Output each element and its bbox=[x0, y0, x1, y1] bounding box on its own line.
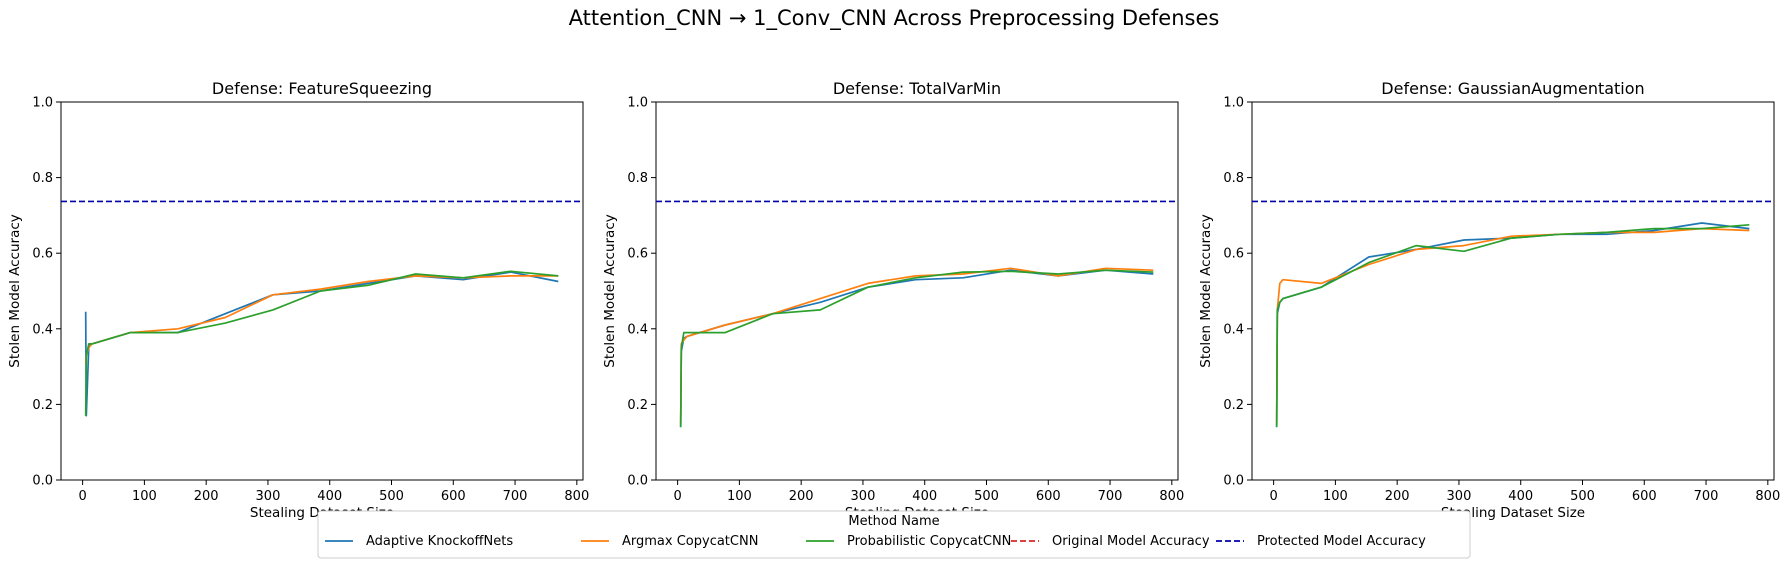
series-line-adaptive-knockoffnets bbox=[1275, 222, 1750, 428]
y-tick-label: 0.6 bbox=[32, 247, 53, 262]
x-tick-label: 700 bbox=[503, 489, 528, 504]
legend-label: Original Model Accuracy bbox=[1052, 534, 1210, 549]
series-line-argmax-copycatcnn bbox=[679, 267, 1154, 424]
series-line-probabilistic-copycatcnn bbox=[1275, 223, 1750, 428]
x-tick-label: 700 bbox=[1694, 489, 1719, 504]
x-tick-label: 800 bbox=[1755, 489, 1780, 504]
subplot-title: Defense: GaussianAugmentation bbox=[1381, 79, 1644, 98]
y-tick-label: 0.4 bbox=[627, 322, 648, 337]
legend: Method Name Adaptive KnockoffNets Argmax C… bbox=[317, 510, 1471, 559]
y-tick-label: 0.2 bbox=[1223, 398, 1244, 413]
x-tick-label: 200 bbox=[1385, 489, 1410, 504]
y-tick-label: 0.6 bbox=[627, 247, 648, 262]
x-tick-label: 400 bbox=[912, 489, 937, 504]
axes-frame bbox=[655, 101, 1179, 481]
y-tick-label: 0.4 bbox=[1223, 322, 1244, 337]
legend-label: Argmax CopycatCNN bbox=[622, 534, 758, 549]
subplot-title: Defense: TotalVarMin bbox=[833, 79, 1001, 98]
legend-title: Method Name bbox=[848, 514, 939, 529]
x-tick-label: 800 bbox=[1159, 489, 1184, 504]
subplot-1: 0 100 200 300 400 500 600 700 800 0.0 0.2 0.4 0.6 0.8… bbox=[7, 79, 589, 521]
y-axis-label: Stolen Model Accuracy bbox=[7, 214, 23, 367]
x-tick-label: 100 bbox=[727, 489, 752, 504]
x-tick-label: 200 bbox=[194, 489, 219, 504]
y-tick-label: 0.6 bbox=[1223, 247, 1244, 262]
y-tick-label: 0.8 bbox=[1223, 171, 1244, 186]
y-tick-label: 0.0 bbox=[627, 474, 648, 489]
subplot-2: 0 100 200 300 400 500 600 700 800 0.0 0.2 0.4 0.6 0.8… bbox=[602, 79, 1184, 521]
y-tick-label: 0.2 bbox=[32, 398, 53, 413]
x-tick-label: 800 bbox=[564, 489, 589, 504]
series-line-probabilistic-copycatcnn bbox=[679, 269, 1154, 428]
subplots: 0 100 200 300 400 500 600 700 800 0.0 0.2 0.4 0.6 0.8… bbox=[7, 79, 1780, 521]
x-tick-label: 600 bbox=[1632, 489, 1657, 504]
series-line-probabilistic-copycatcnn bbox=[84, 270, 559, 416]
x-tick-label: 300 bbox=[1447, 489, 1472, 504]
legend-label: Protected Model Accuracy bbox=[1257, 534, 1426, 549]
series-line-argmax-copycatcnn bbox=[1275, 227, 1750, 424]
y-tick-label: 1.0 bbox=[32, 96, 53, 111]
figure-title: Attention_CNN → 1_Conv_CNN Across Prepro… bbox=[569, 6, 1220, 31]
x-tick-label: 600 bbox=[1036, 489, 1061, 504]
x-tick-label: 700 bbox=[1098, 489, 1123, 504]
x-tick-label: 100 bbox=[1323, 489, 1348, 504]
x-tick-label: 300 bbox=[851, 489, 876, 504]
legend-frame bbox=[317, 510, 1471, 559]
x-tick-label: 300 bbox=[256, 489, 281, 504]
y-tick-label: 0.4 bbox=[32, 322, 53, 337]
x-axis-label: Stealing Dataset Size bbox=[1441, 505, 1585, 521]
y-tick-label: 0.8 bbox=[32, 171, 53, 186]
y-tick-label: 1.0 bbox=[1223, 96, 1244, 111]
legend-label: Adaptive KnockoffNets bbox=[366, 534, 513, 549]
x-tick-label: 0 bbox=[673, 489, 681, 504]
x-tick-label: 400 bbox=[317, 489, 342, 504]
x-tick-label: 100 bbox=[132, 489, 157, 504]
y-axis-label: Stolen Model Accuracy bbox=[1198, 214, 1214, 367]
x-tick-label: 400 bbox=[1508, 489, 1533, 504]
x-tick-label: 200 bbox=[789, 489, 814, 504]
y-tick-label: 0.0 bbox=[32, 474, 53, 489]
legend-label: Probabilistic CopycatCNN bbox=[847, 534, 1011, 549]
series-line-adaptive-knockoffnets bbox=[679, 269, 1154, 428]
y-tick-label: 1.0 bbox=[627, 96, 648, 111]
x-tick-label: 0 bbox=[1269, 489, 1277, 504]
x-tick-label: 500 bbox=[974, 489, 999, 504]
subplot-3: 0 100 200 300 400 500 600 700 800 0.0 0.2 0.4 0.6 0.8… bbox=[1198, 79, 1780, 521]
y-axis-label: Stolen Model Accuracy bbox=[602, 214, 618, 367]
y-tick-label: 0.2 bbox=[627, 398, 648, 413]
x-tick-label: 0 bbox=[78, 489, 86, 504]
x-tick-label: 500 bbox=[379, 489, 404, 504]
y-tick-label: 0.0 bbox=[1223, 474, 1244, 489]
axes-frame bbox=[1251, 101, 1775, 481]
series-line-adaptive-knockoffnets bbox=[84, 271, 559, 417]
subplot-title: Defense: FeatureSqueezing bbox=[212, 79, 432, 98]
y-tick-label: 0.8 bbox=[627, 171, 648, 186]
x-tick-label: 600 bbox=[441, 489, 466, 504]
axes-frame bbox=[60, 101, 584, 481]
series-line-argmax-copycatcnn bbox=[84, 275, 559, 363]
x-tick-label: 500 bbox=[1570, 489, 1595, 504]
